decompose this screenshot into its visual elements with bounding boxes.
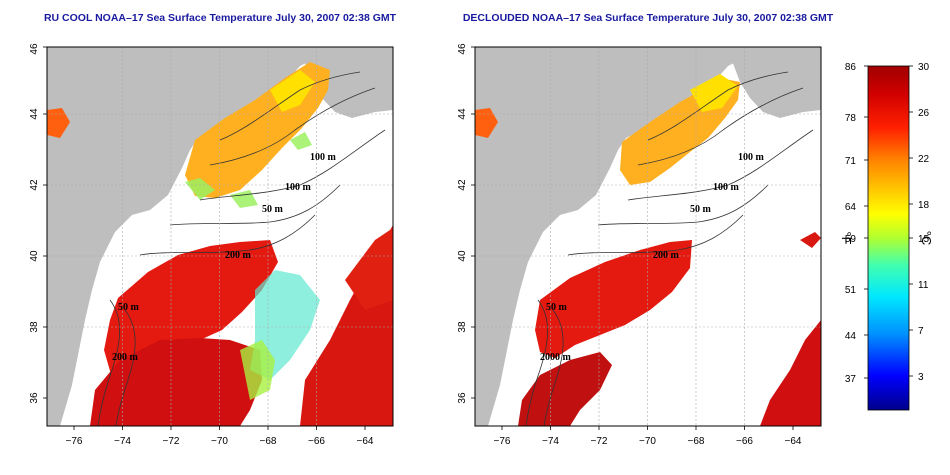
colorbar-c-label: 26 xyxy=(918,108,930,119)
contour-label: 50 m xyxy=(118,302,140,313)
colorbar-f-label: 71 xyxy=(845,156,857,167)
lat-ticks xyxy=(43,46,47,399)
contour-label: 100 m xyxy=(310,152,337,163)
lon-label: −76 xyxy=(66,436,83,447)
map-frame xyxy=(46,46,394,427)
land-mass xyxy=(475,47,821,426)
sst-yellow-patch xyxy=(690,74,738,112)
colorbar-f-label: 64 xyxy=(845,202,857,213)
colorbar-c-label: 18 xyxy=(918,200,930,211)
lon-label: −74 xyxy=(542,436,559,447)
lon-label: −64 xyxy=(357,436,374,447)
lat-label: 38 xyxy=(29,321,40,333)
lon-ticks xyxy=(501,426,794,430)
sst-warm-offshore xyxy=(345,228,393,310)
sst-green-fringe xyxy=(240,340,275,400)
lat-label: 44 xyxy=(29,108,40,120)
map-image xyxy=(47,47,393,426)
sst-warm-offshore xyxy=(800,232,821,248)
lat-label: 40 xyxy=(457,250,468,262)
sst-warm-east xyxy=(760,320,821,426)
land-mass xyxy=(47,47,393,426)
colorbar-unit-fahrenheit: °F xyxy=(839,231,854,244)
lon-label: −76 xyxy=(494,436,511,447)
lon-label: −64 xyxy=(785,436,802,447)
contour-label: 2000 m xyxy=(540,352,572,363)
contour-label: 100 m xyxy=(285,182,312,193)
colorbar-c-label: 22 xyxy=(918,154,930,165)
sst-orange-patch xyxy=(475,108,498,138)
colorbar-c-label: 15 xyxy=(918,234,930,245)
lat-ticks xyxy=(471,46,475,399)
lon-label: −70 xyxy=(639,436,656,447)
lon-label: −74 xyxy=(114,436,131,447)
colorbar-f-label: 86 xyxy=(845,62,857,73)
lat-label: 46 xyxy=(29,43,40,55)
lat-label: 38 xyxy=(457,321,468,333)
contour-label: 100 m xyxy=(713,182,740,193)
lat-label: 36 xyxy=(457,392,468,404)
map-image xyxy=(475,47,821,426)
contour-label: 50 m xyxy=(546,302,568,313)
lon-label: −72 xyxy=(591,436,608,447)
colorbar-c-label: 11 xyxy=(918,280,929,291)
colorbar-f-label: 37 xyxy=(845,374,857,385)
colorbar-c-label: 7 xyxy=(918,326,924,337)
contour-label: 200 m xyxy=(112,352,139,363)
lat-label: 44 xyxy=(457,108,468,120)
graticule xyxy=(475,47,821,426)
lat-label: 36 xyxy=(29,392,40,404)
map-title: DECLOUDED NOAA–17 Sea Surface Temperatur… xyxy=(463,12,834,24)
colorbar-unit-celsius: °C xyxy=(919,231,934,246)
colorbar-gradient xyxy=(867,65,910,411)
map-frame xyxy=(474,46,822,427)
colorbar-f-label: 59 xyxy=(845,234,857,245)
sst-orange-patch xyxy=(47,108,70,138)
contour-label: 50 m xyxy=(262,204,284,215)
colorbar-f-label: 78 xyxy=(845,113,857,124)
sst-yellow-patch xyxy=(270,70,315,112)
map-title: RU COOL NOAA–17 Sea Surface Temperature … xyxy=(44,12,397,24)
lon-label: −72 xyxy=(163,436,180,447)
lon-label: −68 xyxy=(688,436,705,447)
colorbar-c-label: 30 xyxy=(918,62,930,73)
colorbar-f-label: 51 xyxy=(845,285,857,296)
colorbar-f-label: 44 xyxy=(845,331,857,342)
sst-warm-region xyxy=(104,240,278,378)
lon-label: −66 xyxy=(308,436,325,447)
colorbar-ticks-right xyxy=(909,65,913,377)
graticule xyxy=(47,47,393,426)
map-panel-right: DECLOUDED NOAA–17 Sea Surface Temperatur… xyxy=(457,12,834,447)
contour-label: 100 m xyxy=(738,152,765,163)
contour-label: 200 m xyxy=(653,250,680,261)
contour-label: 50 m xyxy=(690,204,712,215)
colorbar-ticks-left xyxy=(864,65,868,379)
lon-label: −68 xyxy=(260,436,277,447)
contour-label: 200 m xyxy=(225,250,252,261)
lon-ticks xyxy=(73,426,366,430)
map-panel-left: RU COOL NOAA–17 Sea Surface Temperature … xyxy=(29,12,397,447)
lat-label: 40 xyxy=(29,250,40,262)
lat-label: 42 xyxy=(29,179,40,191)
lat-label: 42 xyxy=(457,179,468,191)
lat-label: 46 xyxy=(457,43,468,55)
sst-warm-south xyxy=(518,352,612,426)
lon-label: −70 xyxy=(211,436,228,447)
lon-label: −66 xyxy=(736,436,753,447)
colorbar: 86 78 71 64 59 51 44 37 30 26 22 18 15 1… xyxy=(839,62,934,411)
land-nova-scotia xyxy=(728,50,821,118)
sst-green-patches xyxy=(185,132,312,208)
sst-warm-region xyxy=(535,240,692,358)
land-nova-scotia xyxy=(300,50,393,118)
colorbar-c-label: 3 xyxy=(918,372,924,383)
